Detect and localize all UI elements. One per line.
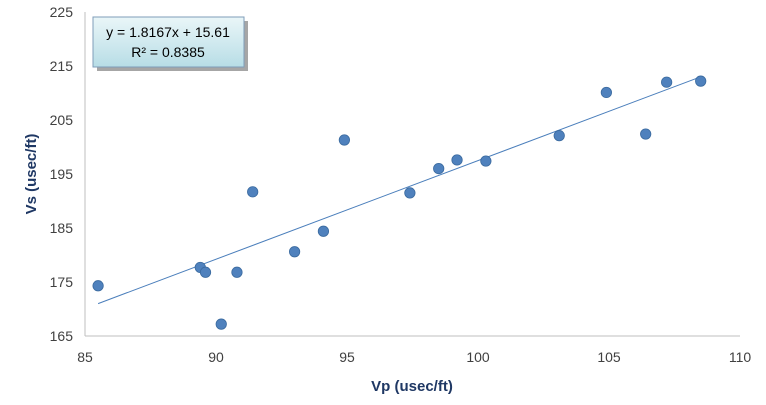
trendline	[97, 76, 701, 305]
x-tick-labels: 85 90 95 100 105 110	[77, 349, 751, 365]
data-point-4	[231, 266, 243, 278]
data-point-11	[451, 154, 463, 166]
data-point-7	[317, 225, 330, 237]
y-tick-labels: 165 175 185 195 205 215 225	[50, 4, 74, 344]
data-point-14	[600, 86, 612, 99]
x-tick-label-2: 95	[339, 349, 355, 365]
y-tick-label-5: 215	[50, 58, 74, 74]
x-axis-title: Vp (usec/ft)	[371, 378, 453, 395]
x-tick-label-3: 100	[466, 349, 490, 365]
data-point-3	[215, 318, 227, 330]
data-point-17	[695, 75, 707, 87]
y-tick-label-0: 165	[50, 328, 74, 344]
y-tick-label-3: 195	[50, 166, 74, 182]
data-point-6	[288, 246, 301, 258]
x-tick-label-4: 105	[597, 349, 621, 365]
y-axis-title: Vs (usec/ft)	[23, 134, 40, 215]
y-tick-label-6: 225	[50, 4, 74, 20]
data-point-9	[404, 187, 416, 199]
trendline-layer	[97, 76, 701, 305]
y-tick-label-2: 185	[50, 220, 74, 236]
axes	[84, 12, 740, 337]
data-point-16	[661, 76, 673, 88]
x-tick-label-5: 110	[729, 349, 752, 365]
data-point-13	[553, 130, 565, 142]
data-point-5	[247, 186, 259, 198]
trendline-equation: y = 1.8167x + 15.61	[106, 24, 230, 40]
data-points	[92, 75, 707, 330]
x-tick-label-1: 90	[208, 349, 224, 365]
equation-box-background	[92, 16, 245, 68]
equation-box: y = 1.8167x + 15.61 R² = 0.8385	[92, 16, 248, 71]
y-tick-label-4: 205	[50, 112, 74, 128]
data-point-12	[480, 155, 492, 167]
data-point-8	[338, 134, 350, 146]
data-point-15	[640, 128, 652, 140]
data-point-0	[92, 280, 104, 292]
y-tick-label-1: 175	[50, 274, 74, 290]
data-point-10	[433, 163, 445, 175]
r-squared-label: R² = 0.8385	[131, 44, 205, 60]
x-tick-label-0: 85	[77, 349, 93, 365]
data-point-2	[199, 266, 212, 278]
